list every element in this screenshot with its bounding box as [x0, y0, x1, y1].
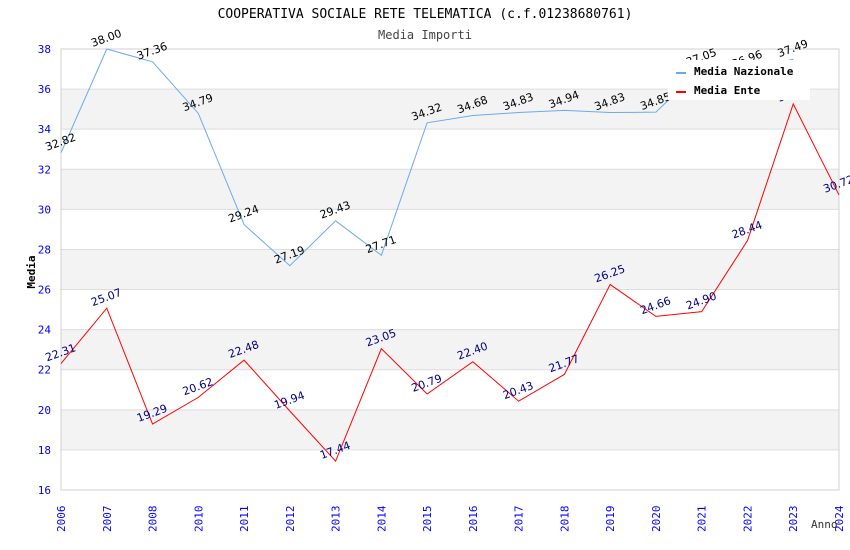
data-label: 24.66 [639, 294, 673, 317]
y-tick-label: 24 [38, 324, 52, 337]
x-tick-label: 2021 [696, 506, 709, 533]
x-tick-label: 2022 [741, 506, 754, 533]
x-tick-label: 2014 [375, 505, 388, 532]
data-label: 38.00 [89, 27, 123, 50]
data-label: 37.49 [776, 37, 810, 60]
legend-label: Media Nazionale [694, 65, 794, 78]
series-line [60, 102, 840, 463]
data-label: 28.44 [730, 218, 764, 241]
x-tick-label: 2010 [192, 506, 205, 533]
grid-band [61, 409, 839, 450]
x-axis-label: Anno [811, 518, 838, 531]
chart-title: COOPERATIVA SOCIALE RETE TELEMATICA (c.f… [218, 7, 633, 22]
x-tick-label: 2013 [330, 506, 343, 533]
legend-label: Media Ente [694, 84, 761, 97]
x-tick-label: 2019 [604, 506, 617, 533]
y-tick-label: 16 [38, 484, 51, 497]
y-tick-label: 20 [38, 404, 51, 417]
x-tick-label: 2023 [787, 506, 800, 533]
data-label: 24.90 [684, 289, 718, 312]
x-tick-label: 2020 [650, 506, 663, 533]
chart-subtitle: Media Importi [378, 28, 472, 42]
x-tick-label: 2015 [421, 506, 434, 533]
plot-border [60, 48, 840, 491]
grid-band [61, 249, 839, 290]
grid-band [61, 169, 839, 210]
y-tick-label: 28 [38, 243, 51, 256]
x-tick-label: 2012 [284, 506, 297, 533]
data-label: 20.62 [181, 375, 215, 398]
x-tick-label: 2011 [238, 506, 251, 533]
x-tick-label: 2024 [833, 505, 846, 532]
y-tick-label: 22 [38, 364, 51, 377]
x-tick-label: 2008 [147, 506, 160, 533]
data-label: 20.79 [410, 372, 444, 395]
y-tick-label: 34 [38, 123, 52, 136]
grid-band [61, 329, 839, 370]
data-label: 20.43 [501, 379, 535, 402]
x-tick-label: 2006 [55, 506, 68, 533]
x-tick-label: 2016 [467, 506, 480, 533]
y-tick-label: 26 [38, 284, 51, 297]
y-tick-label: 18 [38, 444, 51, 457]
x-tick-label: 2007 [101, 506, 114, 533]
y-tick-label: 38 [38, 43, 51, 56]
data-label: 19.94 [272, 389, 306, 412]
y-axis-label: Media [25, 255, 38, 288]
y-tick-label: 32 [38, 163, 51, 176]
data-label: 37.36 [135, 40, 169, 63]
x-tick-label: 2018 [558, 506, 571, 533]
x-tick-label: 2017 [513, 506, 526, 533]
legend-box [668, 60, 810, 100]
y-tick-label: 30 [38, 203, 51, 216]
y-tick-label: 36 [38, 83, 51, 96]
